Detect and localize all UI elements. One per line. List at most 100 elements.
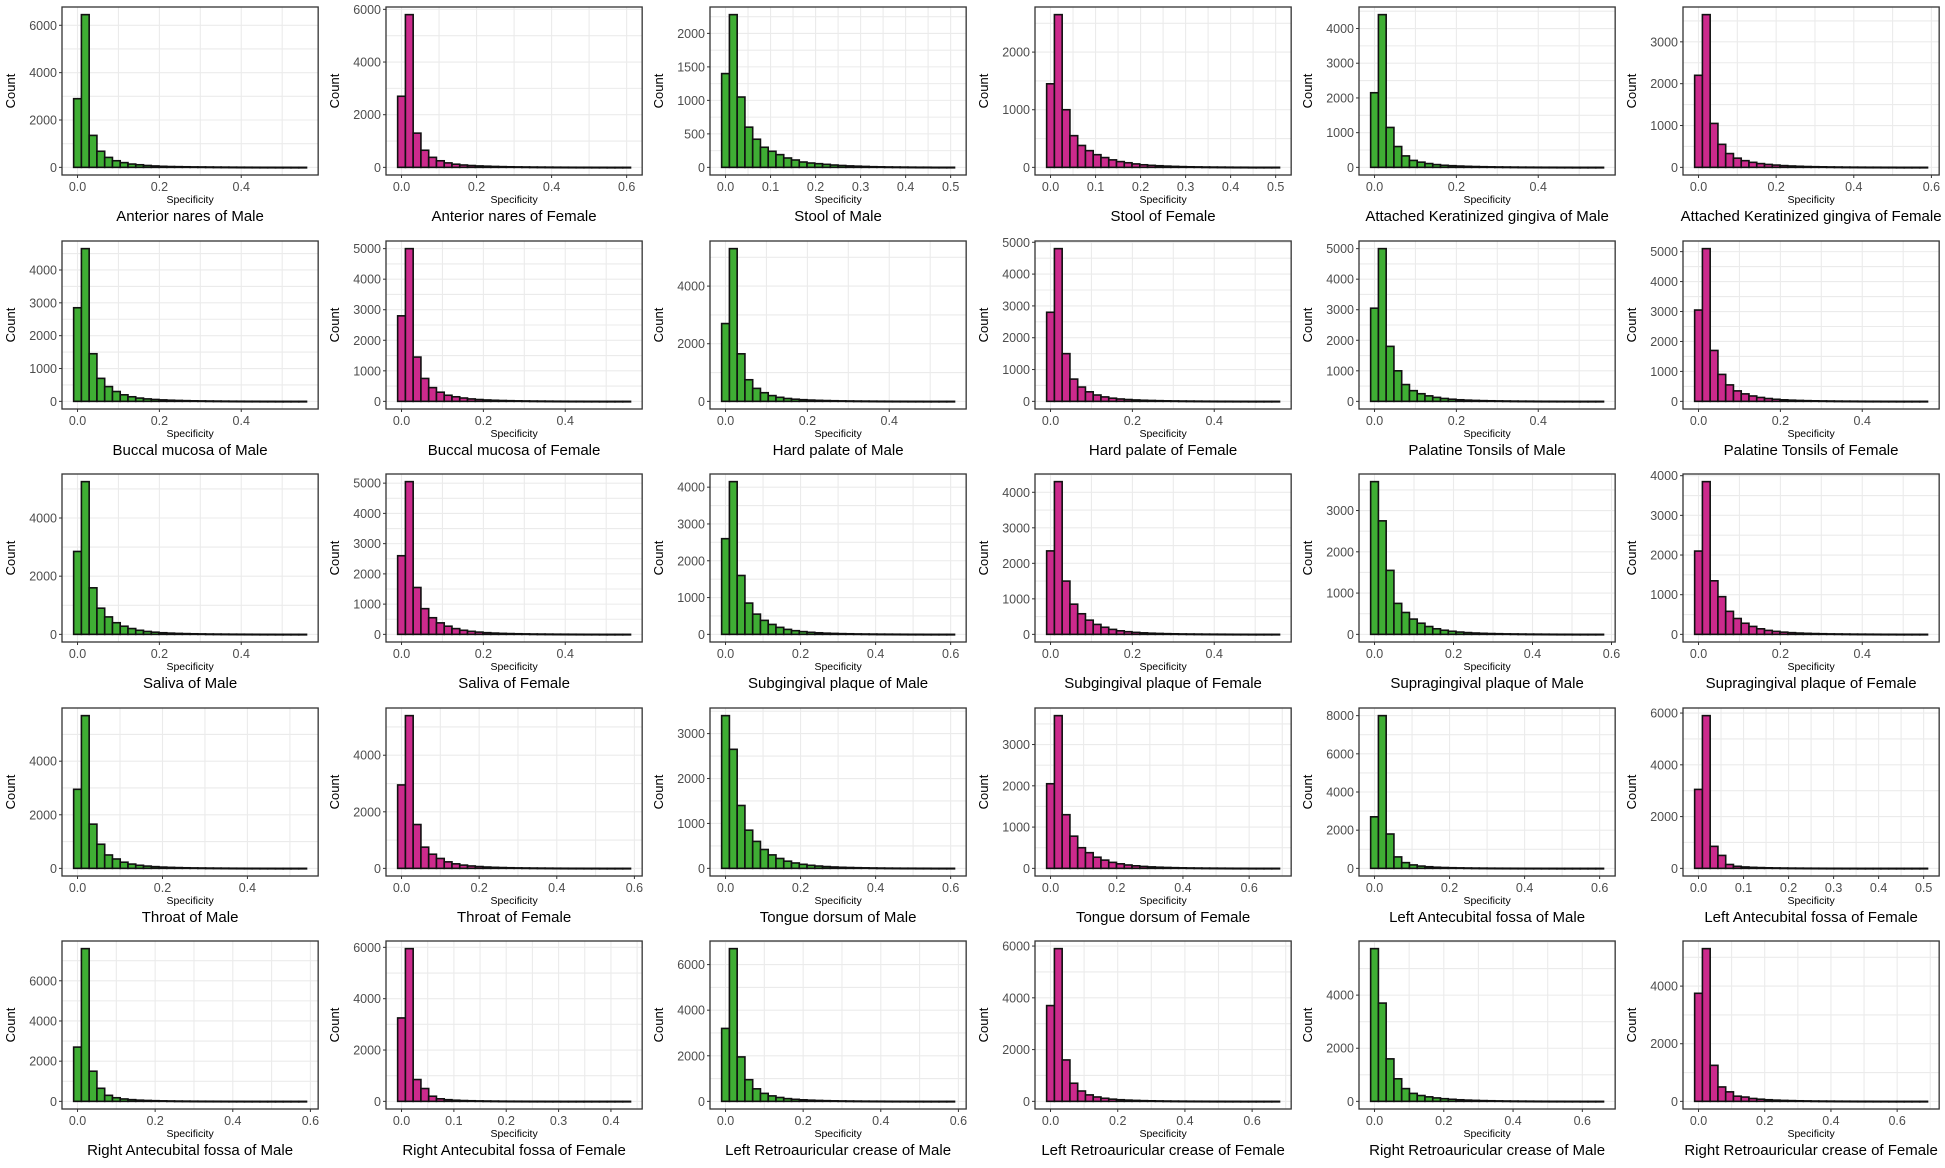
y-tick-label: 1000 [1002,363,1030,377]
x-tick-label: 0.2 [146,1114,163,1128]
x-tick-label: 0.0 [393,414,410,428]
histogram-panel: 0.0 0.2 0.4 0 2000 4000 Specificity Count Throat… [3,707,319,926]
histogram-bar [458,1099,469,1103]
y-axis-label: Count [3,1007,18,1042]
histogram-bar [759,619,770,636]
histogram-bar [1455,1098,1465,1103]
histogram-bar [1494,1100,1504,1103]
histogram-bar [1740,159,1750,169]
histogram-bar [119,861,129,870]
histogram-bar [1131,163,1141,169]
histogram-bar [1810,399,1820,403]
histogram-bar [1193,1100,1203,1103]
plot-border [1682,473,1940,643]
histogram-bar [720,1027,731,1103]
histogram-bar [1532,400,1543,403]
histogram-bar [883,867,894,870]
histogram-bar [821,1099,832,1103]
histogram-bar [860,633,870,636]
histogram-bar [1455,398,1465,403]
histogram-bar [1579,400,1589,403]
histogram-bar [119,161,129,169]
histogram-bar [1201,400,1211,403]
x-tick-label: 0.0 [1366,647,1383,661]
histogram-bar [621,867,632,870]
histogram-bar [1841,166,1851,169]
histogram-bar [813,399,824,403]
histogram-bar [1833,166,1843,169]
histogram-bar [1393,145,1403,169]
histogram-bar [575,400,585,403]
panel-title: Right Retroauricular crease of Male [1369,1142,1605,1159]
histogram-bar [1579,1100,1589,1103]
histogram-bar [521,633,531,636]
histogram-bar [1393,1077,1403,1103]
histogram-bar [1818,867,1828,870]
histogram-bar [914,1100,925,1103]
panel-title: Attached Keratinized gingiva of Female [1681,208,1942,225]
histogram-bar [728,247,738,403]
y-axis-label: Count [3,73,18,108]
x-tick-label: 0.0 [1366,1114,1383,1128]
panel-title: Left Retroauricular crease of Male [725,1142,951,1159]
histogram-bar [1571,166,1582,169]
y-tick-label: 2000 [29,570,57,584]
x-tick-label: 0.1 [1735,881,1752,895]
histogram-bar [1470,165,1481,169]
histogram-bar [837,164,847,169]
histogram-bar [1895,633,1906,636]
histogram-bar [1895,1100,1906,1103]
histogram-bar [1369,480,1380,636]
histogram-bar [598,166,609,169]
histogram-bar [876,1100,886,1103]
x-tick-label: 0.6 [1888,1114,1905,1128]
histogram-bar [521,867,531,870]
histogram-panel: 0.0 0.1 0.2 0.3 0.4 0 2000 4000 6000 Specificity C… [327,940,643,1159]
histogram-bar [1717,143,1727,169]
histogram-bar [1208,633,1219,636]
histogram-bar [1525,400,1535,403]
panel-title: Attached Keratinized gingiva of Male [1365,208,1608,225]
y-tick-label: 0 [698,161,705,175]
x-tick-label: 0.6 [626,881,643,895]
histogram-bar [497,165,508,169]
histogram-bar [1053,947,1063,1103]
x-tick-label: 0.2 [1109,1114,1126,1128]
x-axis-label: Specificity [1463,428,1511,440]
x-tick-label: 0.4 [1524,647,1541,661]
histogram-bar [1717,1086,1727,1103]
histogram-bar [96,843,106,870]
histogram-bar [1825,166,1836,169]
y-axis-label: Count [327,774,342,809]
histogram-bar [458,629,469,636]
histogram-bar [1540,867,1550,870]
histogram-bar [1825,1100,1836,1103]
histogram-bar [1833,633,1843,636]
histogram-bar [1779,399,1789,403]
histogram-bar [806,1099,816,1103]
histogram-bar [1486,632,1496,636]
x-tick-label: 0.0 [393,881,410,895]
histogram-bar [1115,160,1126,169]
histogram-bar [212,400,222,403]
histogram-bar [806,864,816,870]
histogram-bar [1162,400,1172,403]
histogram-bar [829,399,839,403]
x-tick-label: 0.0 [393,647,410,661]
histogram-bar [1408,864,1419,870]
histogram-bar [165,1100,176,1103]
histogram-bar [528,400,539,403]
x-tick-label: 0.4 [239,881,256,895]
histogram-bar [412,132,422,169]
histogram-bar [1208,166,1219,169]
histogram-bar [150,165,160,169]
panel-title: Tongue dorsum of Male [760,909,917,926]
y-tick-label: 4000 [677,1004,705,1018]
histogram-bar [134,163,145,169]
histogram-bar [412,586,422,636]
histogram-bar [1856,166,1867,169]
histogram-panel: 0.0 0.2 0.4 0.6 0 2000 4000 6000 Specificity Coun… [651,940,967,1159]
histogram-bar [1594,633,1605,636]
histogram-bar [505,632,515,636]
histogram-bar [1232,1100,1242,1103]
